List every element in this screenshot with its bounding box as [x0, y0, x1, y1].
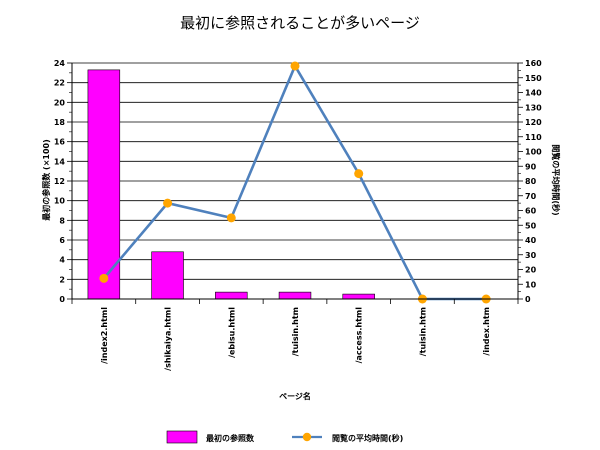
- x-tick-label: /shikaiya.html: [164, 307, 173, 371]
- right-tick-label: 10: [525, 280, 537, 289]
- right-tick-label: 90: [525, 162, 537, 171]
- left-tick-label: 10: [54, 197, 66, 206]
- line-point: [354, 169, 364, 179]
- line-point: [226, 213, 236, 223]
- bar: [278, 291, 312, 300]
- right-tick-label: 100: [525, 148, 542, 157]
- x-tick-label: /access.html: [355, 307, 364, 364]
- grid-lines: [72, 62, 518, 280]
- right-tick-label: 40: [525, 236, 537, 245]
- right-tick-label: 150: [525, 74, 542, 83]
- chart-title: 最初に参照されることが多いページ: [180, 14, 420, 32]
- legend-bar-label: 最初の参照数: [206, 433, 255, 443]
- x-tick-label: /tuisin.htm: [418, 307, 427, 356]
- bar: [342, 293, 375, 300]
- left-tick-label: 18: [54, 118, 66, 127]
- line-point: [99, 273, 109, 283]
- left-tick-label: 20: [54, 98, 66, 107]
- right-tick-label: 20: [525, 266, 537, 275]
- right-tick-label: 60: [525, 207, 537, 216]
- right-tick-label: 160: [525, 59, 542, 68]
- x-tick-label: /index2.html: [100, 307, 109, 364]
- left-tick-label: 2: [59, 275, 65, 284]
- line-point: [163, 198, 173, 208]
- left-tick-label: 8: [59, 216, 65, 225]
- x-tick-label: /index.htm: [482, 307, 491, 356]
- legend-bar-swatch: [166, 430, 198, 444]
- left-tick-label: 22: [54, 79, 65, 88]
- right-axis-ticks: 0 10 20 30 40 50 60 70 80 90 100 110 120 130 140 150 160: [518, 59, 542, 304]
- legend-line-marker: [302, 432, 312, 442]
- bar-series: [87, 69, 375, 300]
- left-tick-label: 0: [59, 295, 65, 304]
- right-tick-label: 0: [525, 295, 531, 304]
- x-tick-label: /tuisin.htm: [291, 307, 300, 356]
- line-point: [290, 61, 300, 71]
- legend: 最初の参照数 閲覧の平均時間(秒): [166, 430, 403, 444]
- right-tick-label: 110: [525, 133, 542, 142]
- left-tick-label: 16: [54, 138, 66, 147]
- right-tick-label: 140: [525, 89, 542, 98]
- bar: [87, 69, 121, 300]
- right-tick-label: 130: [525, 103, 542, 112]
- left-tick-label: 14: [54, 157, 66, 166]
- legend-line-label: 閲覧の平均時間(秒): [332, 433, 403, 443]
- right-tick-label: 50: [525, 221, 537, 230]
- x-axis-title: ページ名: [279, 391, 311, 401]
- right-tick-label: 30: [525, 251, 537, 260]
- bar: [215, 291, 248, 300]
- left-tick-label: 4: [59, 256, 65, 265]
- right-tick-label: 80: [525, 177, 537, 186]
- left-axis-title: 最初の参照数 (×100): [41, 139, 51, 221]
- right-tick-label: 70: [525, 192, 537, 201]
- left-tick-label: 12: [54, 177, 65, 186]
- bar: [151, 251, 184, 300]
- left-tick-label: 24: [54, 59, 66, 68]
- left-tick-label: 6: [59, 236, 65, 245]
- x-axis-ticks: /index2.html/shikaiya.html/ebisu.html/tu…: [71, 299, 519, 371]
- right-axis-title: 閲覧の平均時間(秒): [551, 144, 561, 215]
- right-tick-label: 120: [525, 118, 542, 127]
- x-tick-label: /ebisu.html: [227, 307, 236, 358]
